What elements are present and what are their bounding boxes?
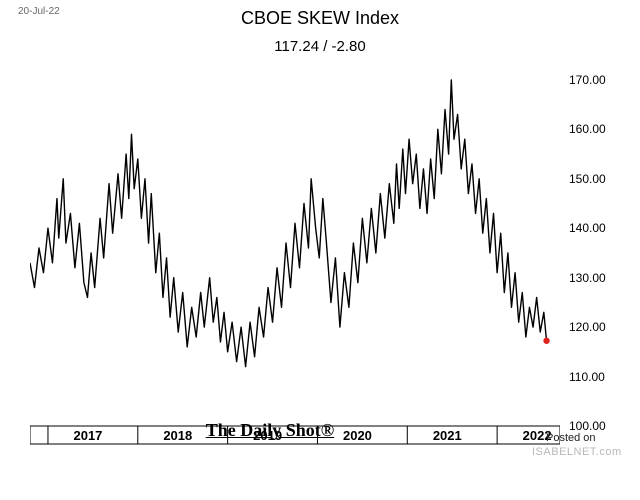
y-tick-label: 150.00 bbox=[569, 172, 624, 186]
y-tick-label: 100.00 bbox=[569, 419, 624, 433]
chart-title: CBOE SKEW Index bbox=[0, 8, 640, 29]
y-tick-label: 140.00 bbox=[569, 221, 624, 235]
x-tick-label: 2017 bbox=[58, 428, 118, 443]
y-tick-label: 120.00 bbox=[569, 320, 624, 334]
y-tick-label: 110.00 bbox=[569, 370, 624, 384]
y-tick-label: 170.00 bbox=[569, 73, 624, 87]
y-tick-label: 160.00 bbox=[569, 122, 624, 136]
posted-on-label: Posted on bbox=[546, 432, 596, 444]
source-label: The Daily Shot® bbox=[170, 420, 370, 441]
chart-frame: 20-Jul-22 CBOE SKEW Index 117.24 / -2.80… bbox=[0, 0, 640, 500]
y-tick-label: 130.00 bbox=[569, 271, 624, 285]
chart-subtitle: 117.24 / -2.80 bbox=[0, 38, 640, 55]
chart-plot bbox=[30, 70, 560, 450]
watermark-label: ISABELNET.com bbox=[532, 446, 622, 458]
x-tick-label: 2021 bbox=[417, 428, 477, 443]
